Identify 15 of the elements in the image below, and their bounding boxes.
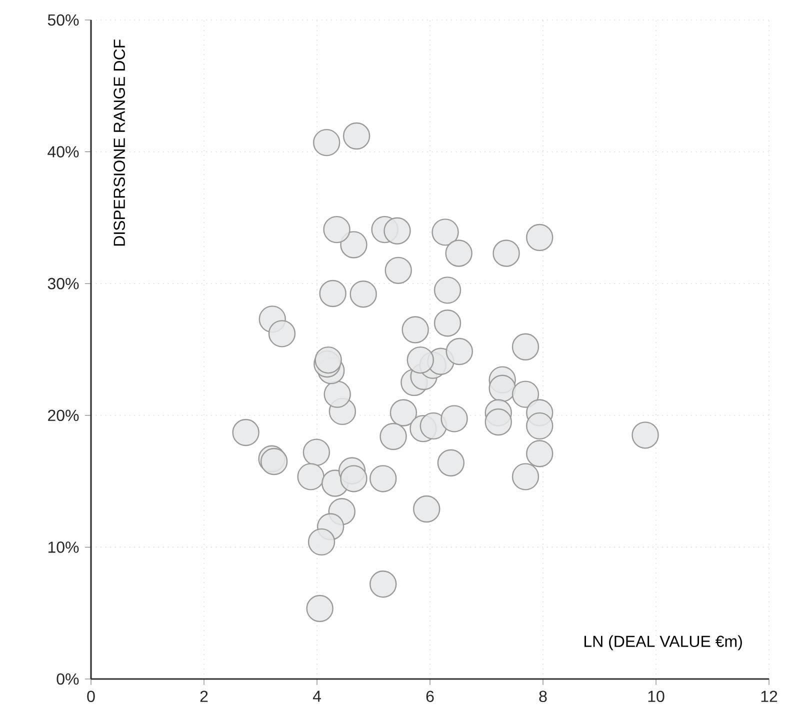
y-tick-label: 40%: [48, 146, 79, 158]
y-tick-label: 0%: [56, 673, 79, 685]
x-tick-label: 12: [761, 690, 778, 702]
x-axis-title: LN (DEAL VALUE €m): [584, 635, 742, 650]
y-tick-label: 20%: [48, 410, 79, 422]
x-tick-label: 8: [539, 690, 547, 702]
x-tick-label: 2: [200, 690, 208, 702]
y-tick-label: 50%: [48, 14, 79, 26]
x-tick-label: 6: [426, 690, 434, 702]
y-tick-label: 30%: [48, 278, 79, 290]
x-tick-label: 10: [648, 690, 664, 702]
x-tick-label: 0: [87, 690, 95, 702]
y-axis-title: DISPERSIONE RANGE DCF: [114, 40, 126, 246]
y-tick-label: 10%: [48, 542, 79, 553]
x-tick-label: 4: [312, 690, 321, 702]
